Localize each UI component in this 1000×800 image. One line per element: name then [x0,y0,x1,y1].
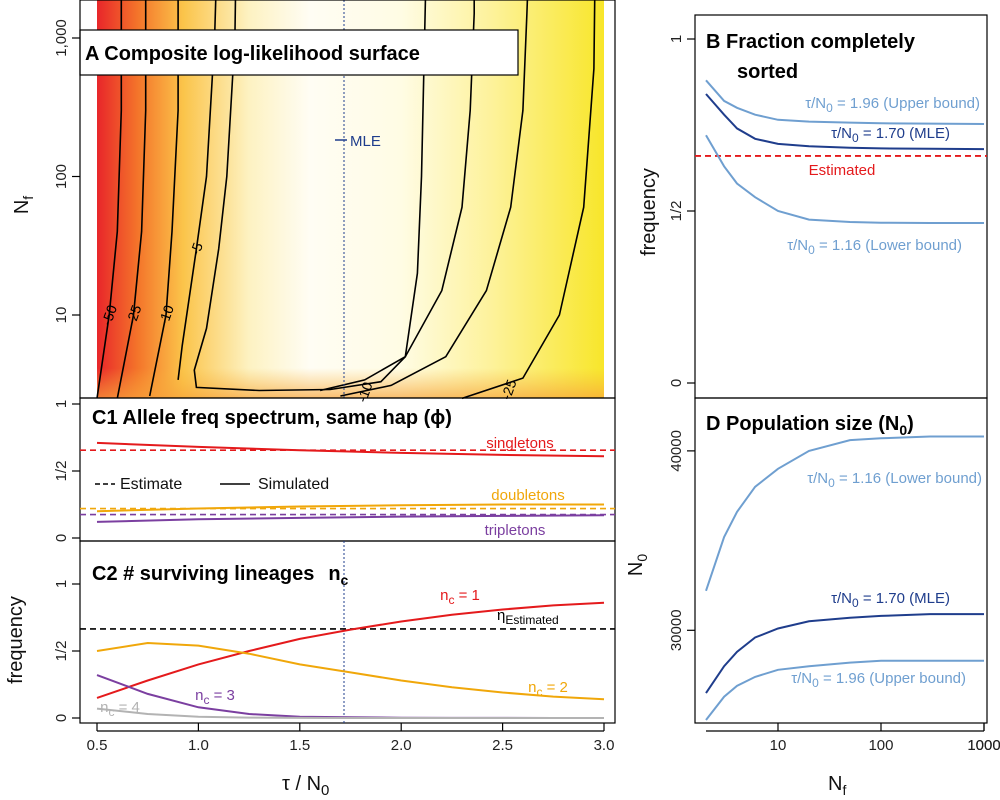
series-d [705,613,984,694]
ytick-c1-label: 0 [53,534,70,542]
ylabel-d: N0 [625,554,650,576]
label--n-0-1-96-upper-bound-: τ/N0 = 1.96 (Upper bound) [791,670,966,690]
label--n-0-1-16-lower-bound-: τ/N0 = 1.16 (Lower bound) [787,237,962,257]
frame-d [694,397,988,724]
ytick-c2-label: 0 [53,714,70,722]
xtick-label-c2: 2.0 [391,737,412,754]
series-singletons [96,441,605,458]
series-d [705,435,984,592]
label-n-c-4: nc = 4 [100,699,140,719]
xtick-label-c2: 0.5 [87,737,108,754]
contour-label: -5 [187,240,206,257]
title-c1: C1 Allele freq spectrum, same hap (ϕ) [92,407,452,429]
xtick-label-d: 100 [868,737,893,754]
ytick-b-label: 0 [668,379,685,387]
label-estimated-b: Estimated [809,162,876,179]
ytick-label-a: 100 [53,164,70,189]
label--n-0-1-96-upper-bound-: τ/N0 = 1.96 (Upper bound) [805,95,980,115]
label-doubletons: doubletons [491,487,564,504]
panel-a: -50-25-10-5-2-5-10-25 MLE A Composite lo… [11,0,616,404]
series-nc [96,601,605,699]
legend-simulated: Simulated [258,476,329,493]
series-doubletons [96,503,604,513]
ytick-c1-label: 1 [53,400,70,408]
ytick-b-label: 1/2 [668,201,685,222]
contour-line [177,0,217,380]
contour-label: -10 [155,303,177,328]
ytick-c2-label: 1 [53,580,70,588]
xlabel-d: Nf [828,773,846,798]
ytick-c2-label: 1/2 [53,641,70,662]
series-nc [96,707,604,719]
ytick-label-a: 10 [53,307,70,324]
title-b-line2: sorted [737,61,798,83]
series-b [705,93,985,151]
mle-label: MLE [350,133,381,150]
ytick-c1-label: 1/2 [53,461,70,482]
title-b-line1: B Fraction completely [706,31,916,53]
contour-label: -50 [98,303,120,328]
panel-b: B Fraction completely sorted 0 1/2 1 Estim… [638,14,988,399]
contour-line [461,0,596,400]
ytick-label-d: 40000 [668,430,685,472]
contour-line [193,0,427,392]
xlabel-c2: τ / N0 [282,773,329,799]
series-nc [96,641,605,701]
frame-c2 [79,540,616,724]
xtick-label-d: 1000 [967,737,1000,754]
xtick-label-d: 1000 [967,737,1000,754]
label-n-c-3: nc = 3 [195,687,235,707]
xtick-label-c2: 1.5 [289,737,310,754]
contour-line [340,0,529,397]
title-box-a [79,29,519,76]
legend-estimate: Estimate [120,476,182,493]
panel-c2: C2 # surviving lineages nc 0 1/2 1 0.5 1.0 1.5… [5,540,616,799]
ytick-label-a: 1,000 [53,19,70,57]
ylabel-a: Nf [11,196,36,214]
ytick-label-d: 30000 [668,609,685,651]
title-a: A Composite log-likelihood surface [85,43,420,65]
xtick-label-c2: 2.5 [492,737,513,754]
series-b [705,134,984,224]
xtick-label-d: 10 [770,737,787,754]
series-tripletons [96,514,605,523]
panel-c1: C1 Allele freq spectrum, same hap (ϕ) 0 1… [53,397,616,542]
series-d [705,659,984,721]
contour-label: -25 [123,303,145,328]
label-tripletons: tripletons [485,522,546,539]
label-n-c-1: nc = 1 [440,587,480,607]
label--n-0-1-70-mle-: τ/N0 = 1.70 (MLE) [831,125,950,145]
xtick-label-c2: 1.0 [188,737,209,754]
xtick-label-c2: 3.0 [594,737,615,754]
label--n-0-1-16-lower-bound-: τ/N0 = 1.16 (Lower bound) [807,470,982,490]
label-singletons: singletons [486,435,554,452]
series-b [705,79,985,125]
label--n-0-1-70-mle-: τ/N0 = 1.70 (MLE) [831,590,950,610]
contour-label: -25 [498,377,520,402]
panel-d: D Population size (N0) 30000 40000 10 100 10… [625,397,1000,798]
ytick-b-label: 1 [668,35,685,43]
title-c2: C2 # surviving lineages nc [92,563,349,588]
ylabel-c: frequency [5,596,27,684]
title-d: D Population size (N0) [706,413,914,438]
ylabel-b: frequency [638,168,660,256]
